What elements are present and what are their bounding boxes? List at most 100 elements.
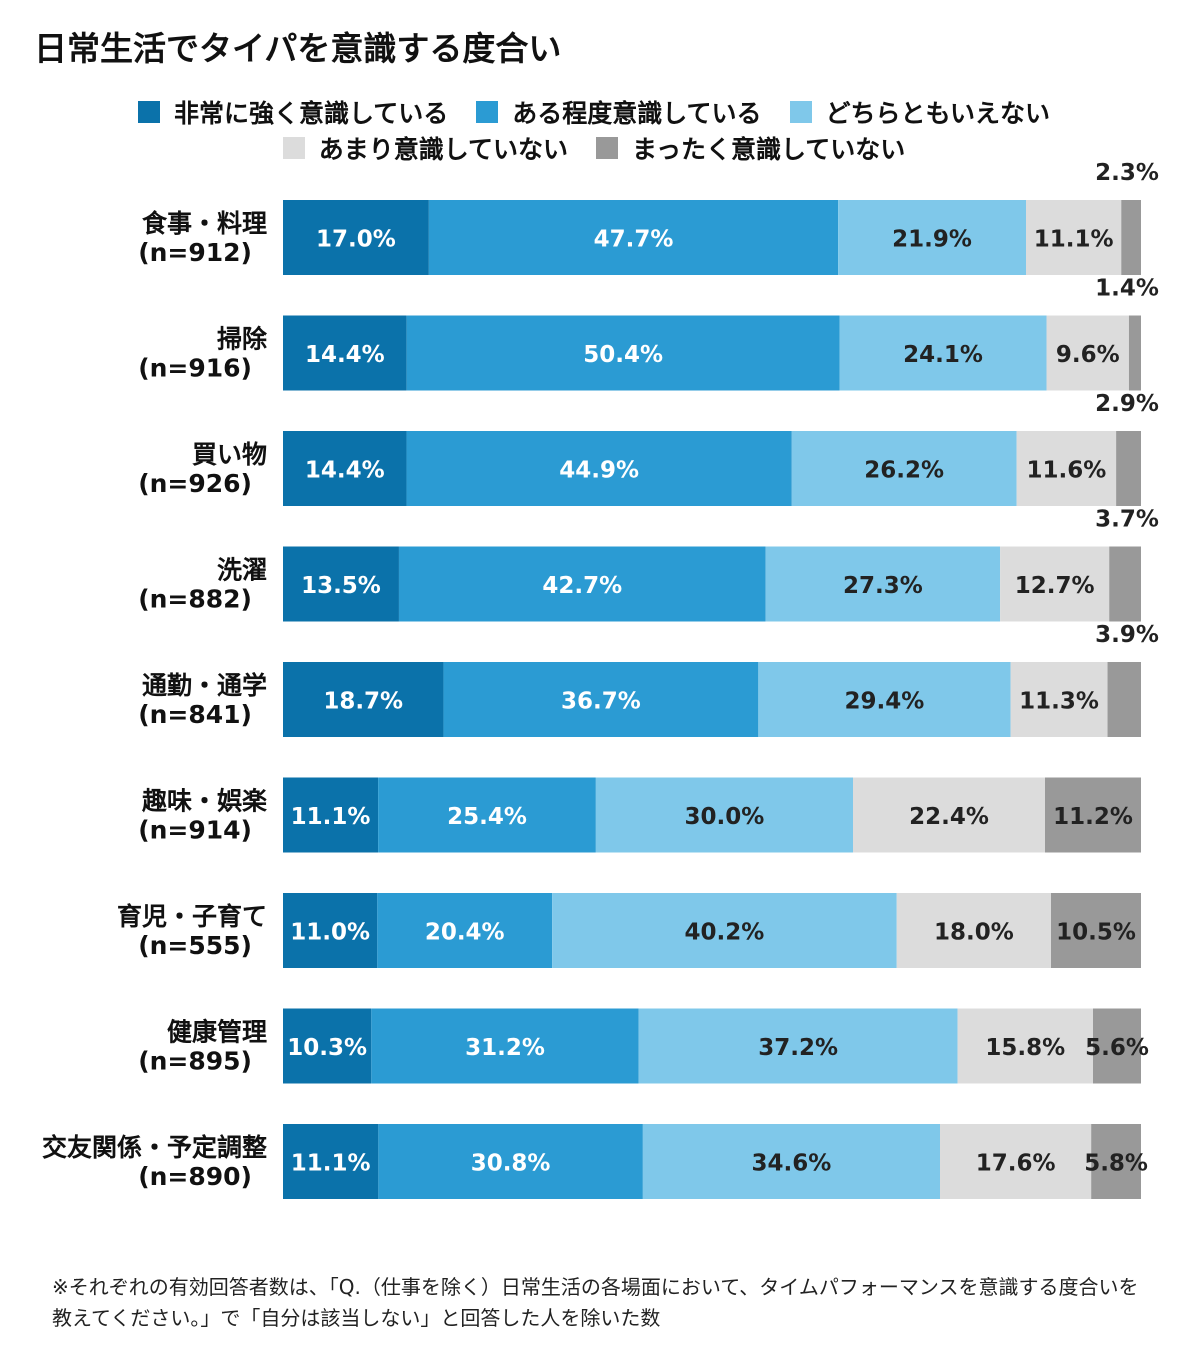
data-label: 9.6% (1056, 342, 1120, 368)
data-label: 31.2% (465, 1035, 545, 1061)
bar-segment (642, 1124, 941, 1199)
data-label: 11.1% (291, 804, 371, 830)
bar-segment (428, 200, 839, 275)
legend-label: どちらともいえない (825, 99, 1051, 128)
data-label: 29.4% (845, 689, 925, 715)
chart-title: 日常生活でタイパを意識する度合い (34, 29, 562, 68)
category-n-label: (n=914) (138, 816, 252, 845)
bar-segment (940, 1124, 1092, 1199)
data-label: 5.8% (1084, 1151, 1148, 1177)
legend-label: あまり意識していない (318, 135, 568, 164)
data-label: 30.8% (471, 1151, 551, 1177)
bar-segment (839, 315, 1047, 391)
data-label: 25.4% (447, 804, 527, 830)
data-label: 11.6% (1026, 458, 1106, 484)
bar-segment (371, 1008, 639, 1084)
data-label: 37.2% (758, 1035, 838, 1061)
bar-segment (1091, 1124, 1141, 1199)
data-label: 36.7% (561, 689, 641, 715)
bar-segment (283, 893, 378, 968)
data-label: 44.9% (559, 458, 639, 484)
bar-segment (1046, 315, 1129, 391)
data-label: 3.9% (1095, 622, 1159, 648)
data-label: 2.9% (1095, 391, 1159, 417)
legend-swatch (596, 137, 618, 159)
legend-item: まったく意識していない (596, 130, 905, 166)
data-label: 27.3% (843, 573, 923, 599)
legend-item: 非常に強く意識している (137, 94, 449, 130)
data-label: 47.7% (594, 227, 674, 253)
category-n-label: (n=882) (138, 585, 252, 614)
legend-row-2: あまり意識していない まったく意識していない (0, 130, 1188, 166)
bar-segment (552, 893, 897, 968)
bar-segment (1051, 893, 1141, 968)
bar-segment (1121, 200, 1141, 275)
data-label: 3.7% (1095, 507, 1159, 533)
bar-segment (853, 777, 1045, 853)
data-label: 18.7% (323, 689, 403, 715)
bar-segment (406, 315, 840, 391)
data-label: 11.1% (291, 1151, 371, 1177)
bar-segment (838, 200, 1027, 275)
bar-segment (1000, 546, 1110, 622)
data-label: 11.3% (1019, 689, 1099, 715)
legend-swatch (282, 137, 305, 159)
bar-segment (595, 777, 853, 853)
category-label: 趣味・娯楽 (141, 787, 268, 816)
bar-segment (283, 662, 444, 737)
data-label: 11.1% (1034, 227, 1114, 253)
bar-segment (758, 662, 1011, 737)
bar-segment (283, 200, 429, 275)
category-n-label: (n=555) (138, 931, 252, 960)
category-label: 掃除 (217, 325, 268, 354)
category-label: 買い物 (192, 440, 267, 469)
data-label: 30.0% (685, 804, 765, 830)
legend-row-1: 非常に強く意識している ある程度意識している どちらともいえない (0, 94, 1188, 130)
data-label: 20.4% (425, 920, 505, 946)
bar-segment (283, 1008, 372, 1084)
data-label: 17.0% (316, 227, 396, 253)
bar-segment (1116, 431, 1141, 506)
bar-segment (765, 546, 1001, 622)
data-label: 26.2% (864, 458, 944, 484)
data-label: 10.3% (287, 1035, 367, 1061)
category-label: 健康管理 (167, 1018, 267, 1047)
data-label: 18.0% (934, 920, 1014, 946)
data-label: 50.4% (583, 342, 663, 368)
data-label: 1.4% (1095, 276, 1159, 302)
category-n-label: (n=895) (138, 1047, 252, 1076)
category-label: 交友関係・予定調整 (42, 1133, 267, 1162)
data-label: 5.6% (1085, 1035, 1149, 1061)
legend-label: ある程度意識している (512, 99, 762, 128)
data-label: 17.6% (976, 1151, 1056, 1177)
bar-segment (791, 431, 1017, 506)
bar-segment (283, 315, 407, 391)
footnote: ※それぞれの有効回答者数は、「Q.（仕事を除く）日常生活の各場面において、タイム… (52, 1275, 1139, 1330)
bar-segment (378, 1124, 643, 1199)
legend: 非常に強く意識している ある程度意識している どちらともいえない あまり意識して… (0, 94, 1188, 166)
data-label: 21.9% (892, 227, 972, 253)
bar-segment (1109, 546, 1141, 622)
data-label: 15.8% (985, 1035, 1065, 1061)
category-n-label: (n=890) (138, 1162, 252, 1191)
bar-segment (283, 546, 399, 622)
legend-swatch (476, 101, 499, 123)
bar-segment (443, 662, 759, 737)
bar-segment (406, 431, 792, 506)
legend-label: 非常に強く意識している (173, 99, 449, 128)
bar-segment (1093, 1008, 1141, 1084)
category-label: 食事・料理 (142, 209, 267, 238)
data-label: 40.2% (685, 920, 765, 946)
legend-swatch (789, 101, 812, 123)
category-label: 育児・子育て (117, 902, 267, 931)
bar-segment (1128, 315, 1141, 391)
bar-segment (1016, 431, 1117, 506)
bar-segment (398, 546, 766, 622)
bar-segment (283, 431, 407, 506)
legend-item: あまり意識していない (282, 130, 568, 166)
legend-swatch (137, 101, 160, 123)
bar-segment (283, 777, 379, 853)
legend-item: ある程度意識している (476, 94, 762, 130)
data-label: 14.4% (305, 342, 385, 368)
category-n-label: (n=916) (138, 354, 252, 383)
